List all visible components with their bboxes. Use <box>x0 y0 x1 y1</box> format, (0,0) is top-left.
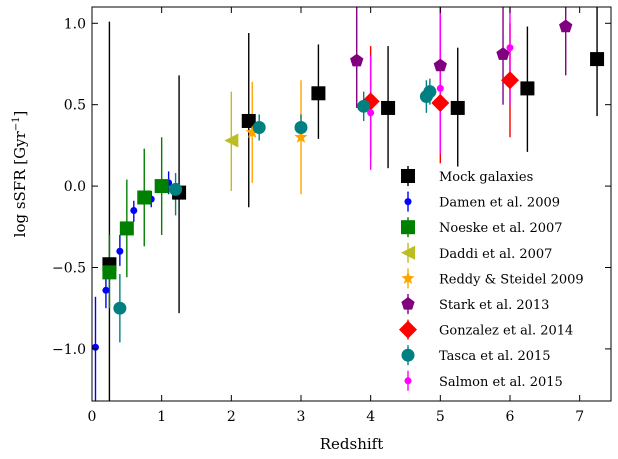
legend-label: Salmon et al. 2015 <box>439 375 563 390</box>
tasca-et-al-2015-point <box>113 301 127 315</box>
stark-et-al-2013-point <box>350 53 364 67</box>
reddy-steidel-2009-point <box>294 130 308 143</box>
legend-label: Daddi et al. 2007 <box>439 247 552 262</box>
tasca-et-al-2015-point <box>294 120 308 134</box>
legend-marker-reddy-steidel-2009 <box>401 271 415 285</box>
gonzalez-et-al-2014-point <box>500 71 519 90</box>
gonzalez-et-al-2014-point <box>431 94 450 113</box>
y-axis-ticks: −1.0 −0.5 0.0 0.5 1.0 <box>52 16 611 358</box>
tasca-et-al-2015-point <box>357 99 371 113</box>
x-tick-label: 1 <box>157 409 166 425</box>
y-axis-label: log sSFR [Gyr−1] <box>11 111 29 238</box>
x-tick-label: 3 <box>297 409 306 425</box>
legend: Mock galaxies Damen et al. 2009 Noeske et … <box>399 166 584 391</box>
legend-marker-salmon-et-al-2015 <box>404 377 412 385</box>
reddy-steidel-2009-point <box>245 125 259 139</box>
legend-label: Stark et al. 2013 <box>439 298 549 313</box>
x-axis-ticks: 0 1 2 3 4 5 6 7 <box>88 7 584 425</box>
y-axis-label-sup: −1 <box>11 116 22 131</box>
noeske-et-al-2007-point <box>137 190 152 205</box>
legend-label: Damen et al. 2009 <box>439 196 560 211</box>
data-markers <box>91 19 605 351</box>
stark-et-al-2013-point <box>496 47 510 60</box>
mock-galaxies-point <box>241 113 256 128</box>
legend-marker-damen-et-al-2009 <box>404 198 412 206</box>
plot-frame <box>91 6 612 402</box>
damen-et-al-2009-point <box>130 207 138 215</box>
y-tick-label: 0.0 <box>64 179 86 195</box>
legend-label: Tasca et al. 2015 <box>439 349 551 364</box>
damen-et-al-2009-point <box>116 247 124 255</box>
salmon-et-al-2015-point <box>436 84 444 92</box>
x-tick-label: 2 <box>227 409 236 425</box>
tasca-et-al-2015-point <box>252 120 266 134</box>
daddi-et-al-2007-point <box>224 133 239 148</box>
x-axis-label: Redshift <box>320 435 384 453</box>
mock-galaxies-point <box>590 52 605 67</box>
tasca-et-al-2015-point <box>423 85 437 99</box>
noeske-et-al-2007-point <box>119 221 134 236</box>
legend-label: Reddy & Steidel 2009 <box>439 272 584 287</box>
legend-marker-noeske-et-al-2007 <box>401 220 415 235</box>
y-tick-label: 0.5 <box>64 98 86 114</box>
damen-et-al-2009-point <box>91 343 99 351</box>
stark-et-al-2013-point <box>433 58 447 72</box>
legend-marker-tasca-et-al-2015 <box>401 348 415 362</box>
mock-galaxies-point <box>311 86 326 101</box>
legend-marker-stark-et-al-2013 <box>401 297 415 310</box>
y-axis-label-close: ] <box>11 111 29 117</box>
damen-et-al-2009-point <box>102 286 110 294</box>
salmon-et-al-2015-point <box>367 109 375 117</box>
legend-label: Noeske et al. 2007 <box>439 221 563 236</box>
legend-marker-daddi-et-al-2007 <box>401 245 415 260</box>
legend-label: Gonzalez et al. 2014 <box>439 324 573 339</box>
mock-galaxies-point <box>381 100 396 115</box>
x-tick-label: 0 <box>88 409 97 425</box>
mock-galaxies-point <box>520 81 535 96</box>
stark-et-al-2013-point <box>559 19 573 33</box>
x-tick-label: 6 <box>506 409 515 425</box>
y-tick-label: −0.5 <box>52 260 86 276</box>
x-tick-label: 7 <box>575 409 584 425</box>
y-tick-label: 1.0 <box>64 16 86 32</box>
y-tick-label: −1.0 <box>52 342 86 358</box>
salmon-et-al-2015-point <box>506 44 514 52</box>
noeske-et-al-2007-point <box>154 179 169 194</box>
legend-label: Mock galaxies <box>439 170 533 185</box>
legend-marker-mock-galaxies <box>401 169 415 183</box>
mock-galaxies-point <box>450 100 465 115</box>
legend-marker-gonzalez-et-al-2014 <box>399 320 417 339</box>
x-tick-label: 5 <box>436 409 445 425</box>
y-axis-label-main: log sSFR [Gyr <box>11 130 29 237</box>
x-tick-label: 4 <box>366 409 375 425</box>
noeske-et-al-2007-point <box>102 265 117 280</box>
tasca-et-al-2015-point <box>169 182 183 196</box>
